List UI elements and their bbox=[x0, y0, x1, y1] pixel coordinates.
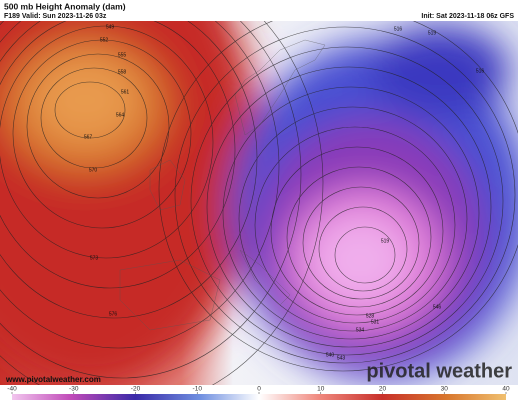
valid-time: F189 Valid: Sun 2023-11-26 03z bbox=[4, 13, 107, 20]
init-time: Init: Sat 2023-11-18 06z GFS bbox=[421, 13, 514, 20]
contour bbox=[238, 106, 468, 332]
contour bbox=[302, 186, 420, 300]
contour bbox=[0, 21, 258, 319]
contour-label: 540 bbox=[326, 352, 335, 358]
contour-label: 543 bbox=[337, 355, 346, 361]
contour bbox=[158, 21, 518, 372]
contour bbox=[334, 226, 396, 284]
anomaly-field bbox=[0, 21, 518, 385]
contour-label: 573 bbox=[90, 255, 99, 261]
contour bbox=[40, 67, 148, 169]
contour-label: 546 bbox=[433, 304, 442, 310]
contour bbox=[254, 126, 456, 324]
contour-label: 558 bbox=[118, 69, 127, 75]
colorbar bbox=[12, 394, 506, 400]
colorbar-tick-label: 40 bbox=[502, 386, 510, 393]
contour-label: 555 bbox=[118, 52, 127, 58]
map-title: 500 mb Height Anomaly (dam) bbox=[4, 1, 126, 11]
contour bbox=[286, 166, 432, 308]
contour-label: 576 bbox=[109, 311, 118, 317]
contour bbox=[318, 206, 408, 292]
contour-label: 528 bbox=[366, 313, 375, 319]
colorbar-tick-label: -10 bbox=[193, 386, 203, 393]
colorbar-tick-label: -30 bbox=[69, 386, 79, 393]
contour bbox=[206, 66, 492, 348]
colorbar-tick-label: 10 bbox=[317, 386, 325, 393]
contour bbox=[190, 46, 504, 356]
colorbar-tick-label: 30 bbox=[441, 386, 449, 393]
contour bbox=[0, 21, 280, 349]
coastlines bbox=[119, 39, 326, 331]
contour-label: 534 bbox=[356, 327, 365, 333]
contour-label: 549 bbox=[106, 24, 115, 30]
contour bbox=[26, 53, 170, 199]
contour-label: 516 bbox=[394, 26, 403, 32]
contour-label: 570 bbox=[89, 167, 98, 173]
contour bbox=[0, 21, 302, 379]
contour-label: 531 bbox=[371, 319, 380, 325]
contour bbox=[12, 39, 192, 229]
contour bbox=[0, 21, 236, 289]
contour-label: 516 bbox=[476, 68, 485, 74]
contour bbox=[54, 81, 126, 139]
contour bbox=[270, 146, 444, 316]
contour-label: 564 bbox=[116, 112, 125, 118]
colorbar-tick-label: -40 bbox=[7, 386, 17, 393]
contour bbox=[0, 21, 324, 385]
contour bbox=[174, 26, 516, 364]
colorbar-tick-label: 20 bbox=[379, 386, 387, 393]
site-url: www.pivotalweather.com bbox=[5, 375, 101, 384]
contour bbox=[222, 86, 480, 340]
contour bbox=[0, 25, 214, 259]
brand-watermark: pivotal weather bbox=[366, 360, 512, 382]
contour-label: 561 bbox=[121, 89, 130, 95]
colorbar-tick-label: -20 bbox=[131, 386, 141, 393]
colorbar-tick-label: 0 bbox=[257, 386, 261, 393]
contour-label: 519 bbox=[381, 238, 390, 244]
contour-label: 519 bbox=[428, 30, 437, 36]
contour-label: 552 bbox=[100, 37, 109, 43]
contour-label: 567 bbox=[84, 134, 93, 140]
